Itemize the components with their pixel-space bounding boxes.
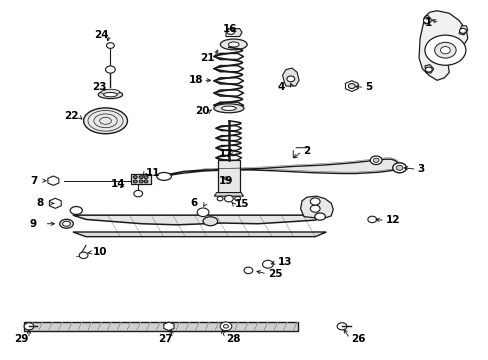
- Circle shape: [133, 176, 137, 179]
- Text: 11: 11: [146, 168, 160, 178]
- Text: 5: 5: [365, 82, 372, 93]
- Ellipse shape: [101, 89, 120, 95]
- Polygon shape: [73, 215, 326, 225]
- Polygon shape: [24, 322, 298, 330]
- Text: 18: 18: [188, 75, 203, 85]
- Circle shape: [347, 84, 354, 89]
- Ellipse shape: [314, 213, 325, 220]
- Circle shape: [133, 180, 137, 183]
- Text: 8: 8: [36, 198, 43, 208]
- Text: 24: 24: [94, 30, 109, 40]
- Text: 22: 22: [64, 111, 79, 121]
- Text: 9: 9: [30, 219, 37, 229]
- Circle shape: [423, 18, 430, 23]
- Ellipse shape: [98, 91, 122, 99]
- Circle shape: [369, 156, 381, 165]
- Polygon shape: [225, 29, 242, 37]
- Ellipse shape: [221, 106, 236, 111]
- Circle shape: [144, 180, 148, 183]
- Text: 14: 14: [110, 179, 125, 189]
- Polygon shape: [424, 64, 433, 73]
- Ellipse shape: [60, 219, 73, 228]
- Text: 26: 26: [350, 333, 365, 343]
- Circle shape: [392, 163, 406, 173]
- Ellipse shape: [157, 172, 171, 180]
- Text: 21: 21: [199, 53, 214, 63]
- Circle shape: [372, 158, 378, 162]
- Text: 15: 15: [234, 199, 249, 210]
- Circle shape: [139, 180, 143, 183]
- Circle shape: [106, 42, 114, 48]
- Text: 20: 20: [194, 106, 209, 116]
- Text: 13: 13: [277, 257, 291, 267]
- Polygon shape: [163, 322, 174, 330]
- Text: 2: 2: [303, 146, 309, 156]
- Polygon shape: [73, 232, 326, 237]
- Text: 1: 1: [424, 18, 431, 28]
- Ellipse shape: [220, 39, 246, 50]
- Ellipse shape: [103, 93, 117, 97]
- Circle shape: [226, 29, 234, 35]
- Circle shape: [310, 205, 320, 212]
- Ellipse shape: [203, 217, 217, 226]
- Circle shape: [425, 67, 431, 72]
- FancyBboxPatch shape: [218, 159, 239, 193]
- Circle shape: [336, 323, 346, 330]
- Circle shape: [197, 208, 208, 217]
- Text: 19: 19: [219, 176, 233, 186]
- Circle shape: [105, 66, 115, 73]
- Text: 16: 16: [222, 24, 237, 35]
- Circle shape: [224, 195, 233, 202]
- Text: 7: 7: [30, 176, 37, 186]
- Circle shape: [223, 324, 228, 328]
- Circle shape: [262, 260, 273, 268]
- Ellipse shape: [83, 108, 127, 134]
- Polygon shape: [418, 11, 467, 80]
- Polygon shape: [159, 159, 400, 177]
- Text: 4: 4: [277, 82, 285, 93]
- Text: 27: 27: [158, 333, 172, 343]
- Text: 29: 29: [14, 333, 29, 343]
- Text: 10: 10: [92, 247, 107, 257]
- Circle shape: [244, 267, 252, 274]
- Polygon shape: [423, 15, 430, 24]
- Text: 28: 28: [225, 333, 240, 343]
- Polygon shape: [131, 174, 151, 184]
- Circle shape: [24, 323, 34, 330]
- Circle shape: [434, 42, 455, 58]
- Circle shape: [144, 176, 148, 179]
- Text: 12: 12: [385, 215, 400, 225]
- Text: 17: 17: [219, 149, 233, 159]
- Circle shape: [286, 76, 294, 82]
- Circle shape: [217, 197, 223, 201]
- Circle shape: [134, 190, 142, 197]
- Circle shape: [440, 46, 449, 54]
- Polygon shape: [214, 193, 243, 196]
- Ellipse shape: [228, 42, 239, 47]
- Polygon shape: [300, 196, 332, 219]
- Text: 3: 3: [417, 164, 424, 174]
- Polygon shape: [49, 198, 61, 208]
- Polygon shape: [282, 68, 299, 86]
- Circle shape: [310, 198, 320, 205]
- Ellipse shape: [213, 104, 244, 113]
- Circle shape: [220, 322, 231, 330]
- Polygon shape: [458, 26, 467, 35]
- Polygon shape: [345, 81, 357, 91]
- Text: 25: 25: [267, 269, 282, 279]
- Ellipse shape: [62, 221, 70, 226]
- Text: 23: 23: [92, 82, 107, 92]
- Circle shape: [139, 176, 143, 179]
- Circle shape: [459, 28, 466, 33]
- Circle shape: [395, 165, 402, 170]
- Text: 6: 6: [190, 198, 198, 208]
- Circle shape: [367, 216, 376, 223]
- Circle shape: [79, 252, 88, 258]
- Circle shape: [234, 197, 240, 201]
- Polygon shape: [48, 176, 59, 185]
- Ellipse shape: [70, 207, 82, 215]
- Circle shape: [424, 35, 465, 65]
